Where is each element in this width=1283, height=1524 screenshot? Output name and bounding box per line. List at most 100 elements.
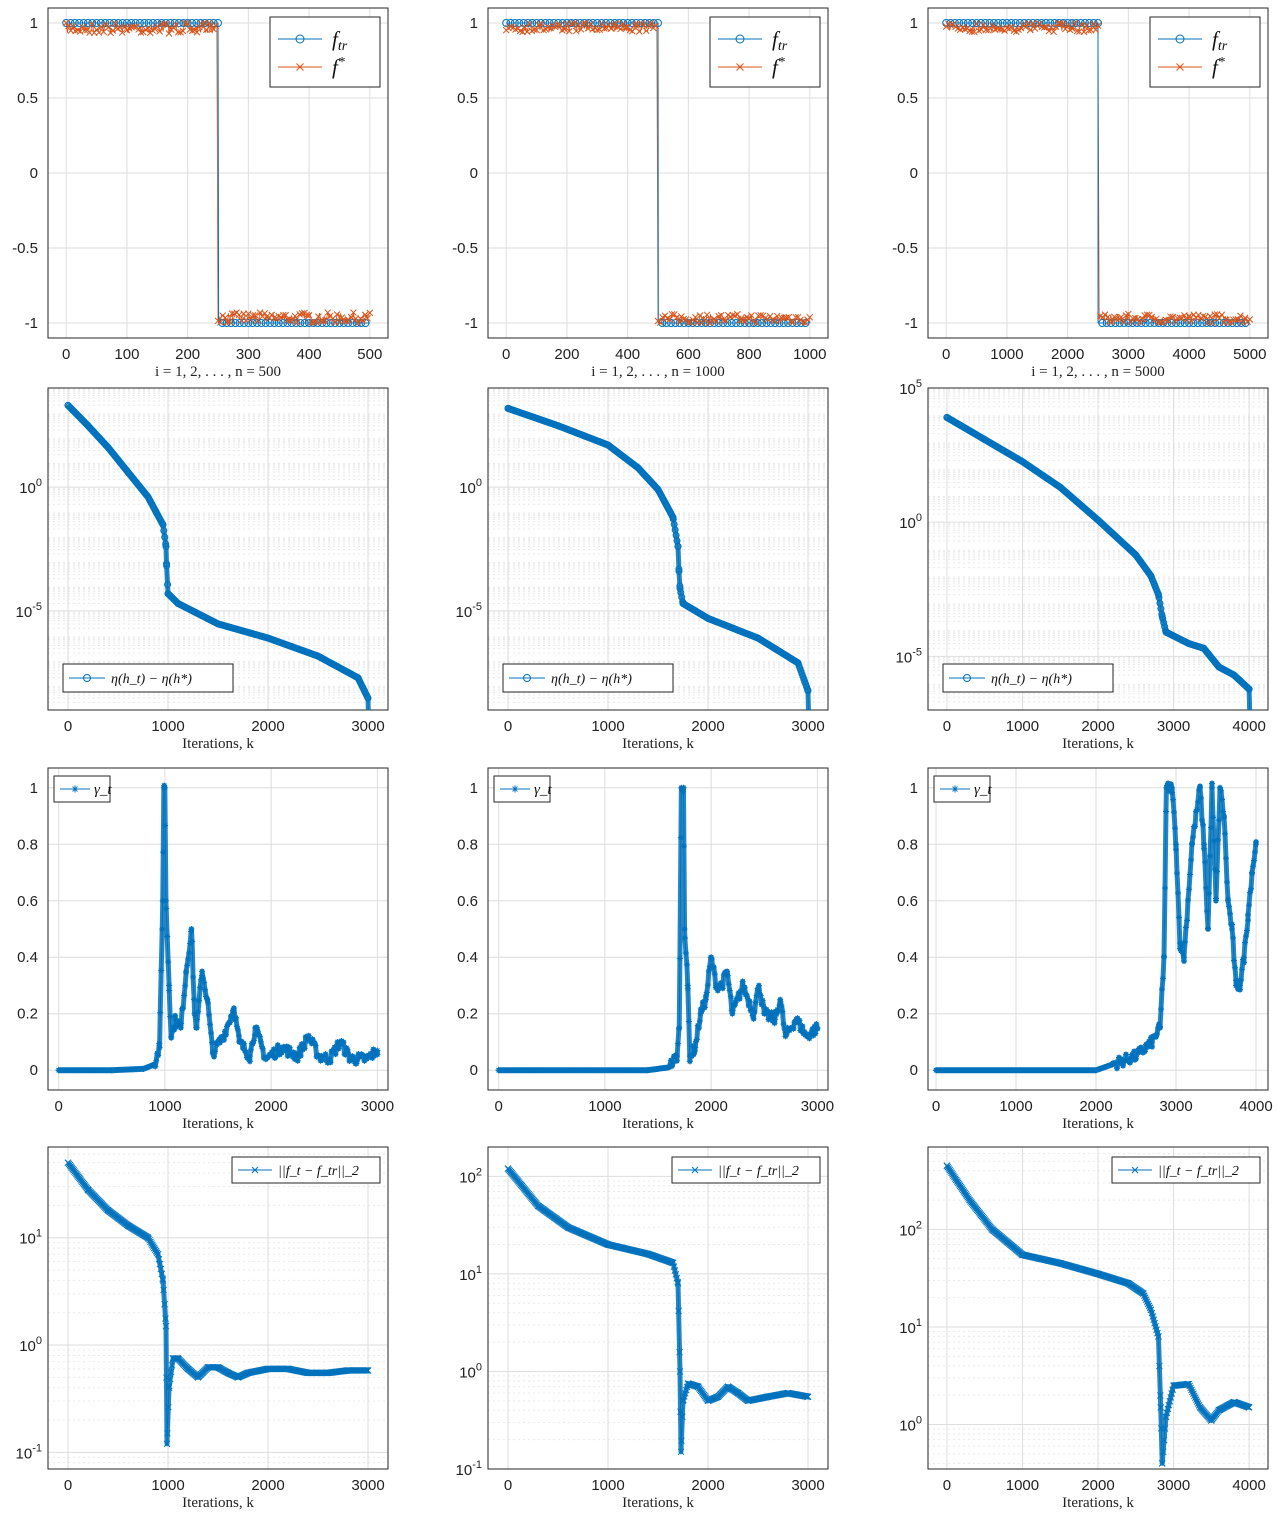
marker-f-star — [354, 319, 362, 327]
plot-area — [488, 768, 828, 1090]
marker-f-tr — [766, 319, 775, 327]
legend: ||f_t − f_tr||_2 — [1111, 1156, 1261, 1184]
marker-f-star — [537, 20, 545, 28]
marker-f-star — [773, 312, 781, 320]
marker-f-star — [79, 23, 86, 31]
marker-f-star — [792, 313, 800, 321]
legend-box — [269, 16, 381, 88]
marker-f-tr — [1167, 319, 1176, 327]
series-group — [943, 413, 1253, 710]
x-tick-label: 0 — [504, 1477, 512, 1494]
x-tick-label: 1000 — [793, 346, 826, 363]
marker-f-tr — [270, 319, 279, 327]
marker-f-star — [540, 26, 547, 34]
marker-f-tr — [214, 19, 222, 27]
marker-f-tr — [994, 19, 1003, 27]
legend-marker — [691, 1166, 699, 1174]
x-tick-label: 0 — [943, 718, 951, 735]
marker-f-star — [338, 314, 346, 322]
marker-f-star — [745, 315, 753, 323]
y-tick-label: 1 — [910, 15, 918, 32]
marker-f-star — [350, 309, 357, 316]
y-tick-label: 100 — [899, 512, 922, 532]
marker-f-tr — [361, 319, 370, 327]
marker-f-star — [245, 310, 252, 318]
y-tick-label: 0 — [910, 1062, 918, 1079]
marker-f-star — [1071, 19, 1079, 27]
legend: η(h_t) − η(h*) — [502, 663, 674, 693]
x-tick-label: 500 — [357, 346, 382, 363]
marker-f-tr — [1180, 319, 1189, 327]
marker-f-star — [982, 26, 990, 34]
marker-f-tr — [675, 319, 684, 327]
y-tick-label: 0.2 — [897, 1006, 918, 1023]
marker-f-tr — [654, 19, 662, 27]
marker-f-star — [247, 315, 255, 323]
marker-f-star — [1234, 316, 1242, 323]
x-tick-label: 3000 — [791, 718, 824, 735]
x-tick-label: 2000 — [251, 1477, 284, 1494]
series-group — [62, 19, 374, 327]
marker-f-star — [359, 317, 367, 324]
y-tick-label: 102 — [459, 1166, 482, 1186]
marker-f-star — [526, 20, 533, 28]
marker-f-star — [572, 27, 580, 35]
series-trail — [65, 1161, 370, 1447]
x-tick-label: 0 — [64, 1477, 72, 1494]
axes-box — [487, 767, 829, 1091]
marker-f-star — [1089, 20, 1097, 28]
marker-f-star — [1206, 312, 1214, 320]
y-tick-label: 0 — [470, 1062, 478, 1079]
marker-f-star — [1157, 319, 1165, 326]
marker-f-star — [973, 20, 980, 28]
y-tick-label: 0.6 — [457, 893, 478, 910]
marker-f-tr — [140, 19, 149, 27]
y-tick-label: 0.5 — [17, 90, 38, 107]
marker-f-tr — [62, 19, 71, 27]
marker-f-tr — [788, 319, 797, 327]
x-tick-label: 1000 — [588, 1098, 621, 1115]
marker-f-tr — [144, 19, 153, 27]
marker-f-star — [600, 25, 608, 32]
y-tick-label: -0.5 — [892, 240, 918, 257]
plot-area — [48, 1147, 388, 1469]
axes-box — [487, 387, 829, 711]
marker-f-star — [1068, 25, 1076, 32]
marker-f-star — [1085, 27, 1093, 34]
y-tick-label: 0 — [470, 165, 478, 182]
y-tick-label: 10-1 — [16, 1442, 42, 1462]
plot-area — [48, 768, 388, 1090]
marker-f-star — [97, 23, 105, 31]
legend-label: ||f_t − f_tr||_2 — [278, 1164, 359, 1179]
x-axis-label: Iterations, k — [1062, 736, 1134, 752]
x-axis-label: Iterations, k — [622, 1116, 694, 1132]
x-tick-label: 3000 — [351, 1477, 384, 1494]
marker-f-star — [516, 27, 524, 35]
x-tick-label: 2000 — [1051, 346, 1084, 363]
marker-f-star — [212, 22, 220, 30]
legend: γ_t — [933, 775, 992, 803]
marker-f-star — [118, 29, 126, 36]
series-trail — [66, 403, 371, 710]
x-tick-label: 4000 — [1172, 346, 1205, 363]
y-tick-label: 10-5 — [456, 601, 482, 621]
x-tick-label: 3000 — [791, 1477, 824, 1494]
series-group — [943, 1162, 1253, 1467]
marker-f-tr — [1185, 319, 1194, 327]
marker-f-tr — [792, 319, 801, 327]
marker-f-star — [153, 23, 161, 30]
series-trail — [497, 785, 820, 1073]
x-tick-label: 0 — [504, 718, 512, 735]
marker-f-star — [156, 27, 163, 35]
x-tick-label: 0 — [932, 1098, 940, 1115]
y-tick-label: 10-5 — [896, 646, 922, 666]
y-tick-label: 1 — [470, 15, 478, 32]
legend-label: η(h_t) − η(h*) — [111, 672, 192, 687]
legend-label: η(h_t) − η(h*) — [551, 672, 632, 687]
series-group — [504, 1165, 812, 1456]
axes-box — [47, 767, 389, 1091]
marker-f-tr — [240, 319, 249, 327]
marker-f-star — [109, 27, 117, 35]
x-tick-label: 0 — [54, 1098, 62, 1115]
